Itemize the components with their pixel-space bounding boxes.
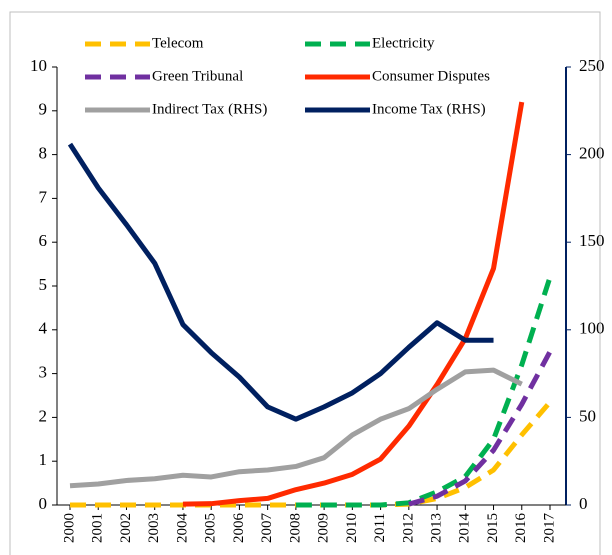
x-tick-label: 2000 bbox=[61, 513, 77, 543]
x-tick-label: 2012 bbox=[400, 513, 416, 543]
x-tick-label: 2014 bbox=[457, 513, 473, 544]
x-tick-label: 2003 bbox=[146, 513, 162, 543]
x-tick-label: 2016 bbox=[513, 513, 529, 544]
series-line bbox=[70, 400, 552, 508]
legend-label: Income Tax (RHS) bbox=[372, 101, 486, 117]
x-tick-label: 2004 bbox=[174, 513, 190, 544]
y2-tick-label: 150 bbox=[579, 231, 605, 250]
x-tick-label: 2017 bbox=[541, 513, 557, 544]
y2-tick-label: 100 bbox=[579, 319, 605, 338]
y-tick-label: 1 bbox=[39, 450, 48, 469]
legend-label: Consumer Disputes bbox=[372, 68, 490, 84]
y2-tick-label: 250 bbox=[579, 56, 605, 75]
x-tick-label: 2005 bbox=[203, 513, 219, 543]
legend-label: Green Tribunal bbox=[152, 68, 243, 84]
y-tick-label: 10 bbox=[30, 56, 47, 75]
x-tick-label: 2009 bbox=[316, 513, 332, 543]
y2-tick-label: 200 bbox=[579, 144, 605, 163]
y-tick-label: 5 bbox=[39, 275, 48, 294]
x-tick-label: 2001 bbox=[90, 513, 106, 543]
x-tick-label: 2006 bbox=[231, 513, 247, 544]
y-tick-label: 9 bbox=[39, 100, 48, 119]
y-tick-label: 4 bbox=[39, 319, 48, 338]
legend-label: Indirect Tax (RHS) bbox=[152, 101, 267, 117]
x-tick-label: 2002 bbox=[118, 513, 134, 543]
y-tick-label: 6 bbox=[39, 231, 48, 250]
y-tick-label: 0 bbox=[39, 494, 48, 513]
legend-label: Electricity bbox=[372, 35, 435, 51]
x-tick-label: 2013 bbox=[428, 513, 444, 543]
x-tick-label: 2011 bbox=[372, 513, 388, 542]
x-tick-label: 2015 bbox=[485, 513, 501, 543]
x-tick-label: 2008 bbox=[287, 513, 303, 543]
chart-frame bbox=[9, 11, 601, 555]
legend-label: Telecom bbox=[152, 35, 204, 51]
series-line bbox=[67, 142, 494, 422]
y-tick-label: 7 bbox=[39, 187, 48, 206]
y-tick-label: 3 bbox=[39, 363, 48, 382]
series-line bbox=[69, 367, 523, 489]
x-tick-label: 2010 bbox=[344, 513, 360, 543]
y-tick-label: 2 bbox=[39, 406, 48, 425]
y2-tick-label: 50 bbox=[579, 406, 596, 425]
x-tick-label: 2007 bbox=[259, 513, 275, 544]
y2-tick-label: 0 bbox=[579, 494, 588, 513]
series-line bbox=[182, 101, 525, 507]
y-tick-label: 8 bbox=[39, 144, 48, 163]
series-line bbox=[408, 350, 553, 507]
series-line bbox=[295, 276, 553, 508]
